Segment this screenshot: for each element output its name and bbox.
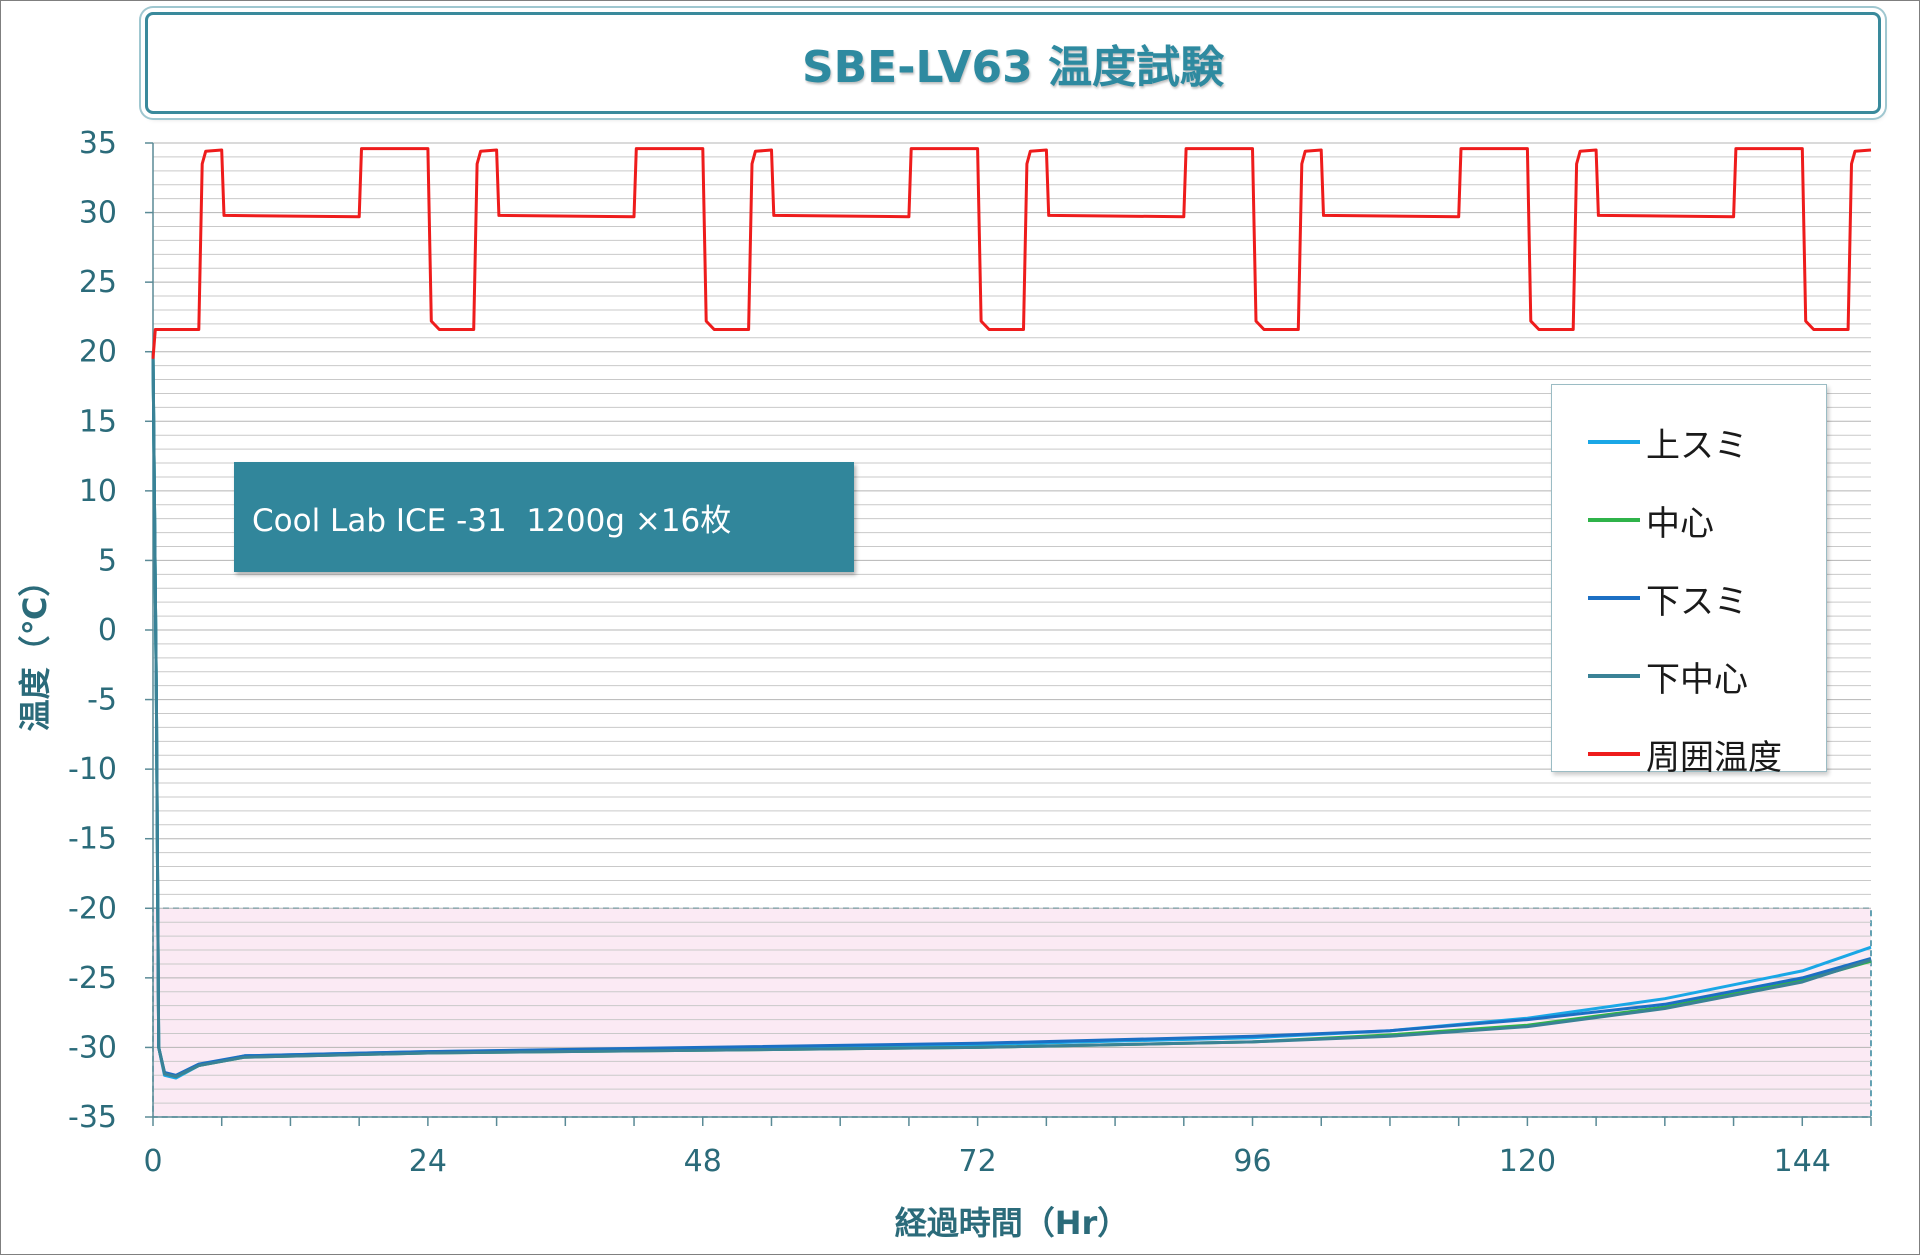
legend-label: 上スミ [1646, 425, 1748, 466]
x-axis-title: 経過時間（Hr） [895, 1204, 1130, 1242]
x-tick-label: 96 [1233, 1144, 1271, 1179]
x-tick-label: 144 [1774, 1144, 1831, 1179]
y-tick-label: -35 [68, 1100, 117, 1135]
x-tick-label: 72 [959, 1144, 997, 1179]
y-tick-label: 15 [79, 404, 117, 439]
y-tick-label: 10 [79, 474, 117, 509]
legend-item: 下中心 [1552, 637, 1826, 715]
condition-note-box: Cool Lab ICE -31 1200g ×16枚 [234, 462, 854, 572]
legend-label: 周囲温度 [1646, 737, 1782, 778]
x-tick-label: 0 [143, 1144, 162, 1179]
y-tick-label: -15 [68, 822, 117, 857]
axes: 35 30 25 20 15 10 5 0 -5 -10 -15 -20 -25 -30 -35 0 24 48 7… [68, 126, 1872, 1179]
y-tick-label: -20 [68, 891, 117, 926]
y-tick-label: 20 [79, 335, 117, 370]
legend-swatch [1588, 752, 1640, 756]
x-tick-label: 48 [684, 1144, 722, 1179]
y-tick-label: -10 [68, 752, 117, 787]
legend: 上スミ中心下スミ下中心周囲温度 [1551, 384, 1827, 778]
series-line-4 [151, 147, 1872, 359]
y-tick-label: 0 [98, 613, 117, 648]
y-tick-label: 25 [79, 265, 117, 300]
legend-item: 周囲温度 [1552, 715, 1826, 793]
legend-item: 下スミ [1552, 559, 1826, 637]
y-tick-label: -5 [87, 683, 117, 718]
legend-swatch [1588, 674, 1640, 678]
legend-label: 下中心 [1646, 659, 1748, 700]
legend-swatch [1588, 518, 1640, 522]
y-tick-label: 35 [79, 126, 117, 161]
y-tick-label: 30 [79, 196, 117, 231]
legend-swatch [1588, 596, 1640, 600]
legend-item: 中心 [1552, 481, 1826, 559]
series-line-3 [151, 351, 1872, 1079]
series-lines [151, 147, 1872, 1080]
legend-swatch [1588, 440, 1640, 444]
y-axis-title: 温度（℃） [16, 565, 54, 732]
chart-title-box: SBE-LV63 温度試験 [145, 12, 1881, 114]
x-tick-label: 24 [409, 1144, 447, 1179]
x-tick-label: 120 [1499, 1144, 1556, 1179]
y-tick-label: 5 [98, 543, 117, 578]
chart-title: SBE-LV63 温度試験 [801, 42, 1225, 93]
y-tick-label: -25 [68, 961, 117, 996]
legend-label: 下スミ [1646, 581, 1748, 622]
legend-item: 上スミ [1552, 403, 1826, 481]
condition-note: Cool Lab ICE -31 1200g ×16枚 [252, 502, 732, 539]
legend-label: 中心 [1646, 503, 1714, 544]
y-tick-label: -30 [68, 1030, 117, 1065]
